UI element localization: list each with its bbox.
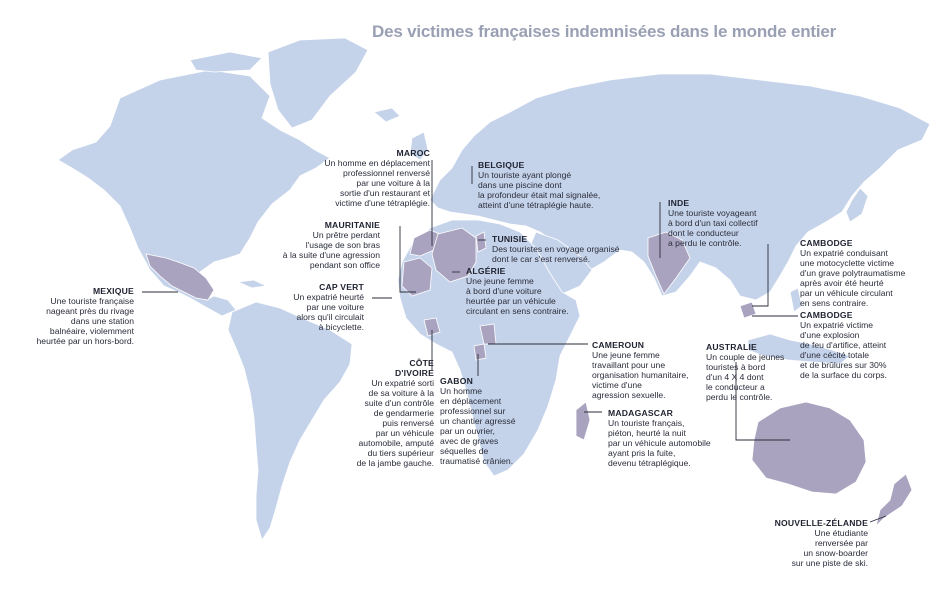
callout-capvert: CAP VERT Un expatrié heurté par une voit… [254, 282, 364, 332]
callout-mexique-country: MEXIQUE [92, 286, 134, 296]
callout-madagascar-country: MADAGASCAR [608, 408, 674, 418]
callout-algerie: ALGÉRIE Une jeune femme à bord d'une voi… [466, 266, 606, 316]
callout-algerie-country: ALGÉRIE [466, 266, 506, 276]
callout-maroc: MAROC Un homme en déplacement profession… [270, 148, 430, 208]
callout-mexique-text: Une touriste française nageant près du r… [36, 296, 134, 346]
callout-belgique: BELGIQUE Un touriste ayant plongé dans u… [478, 160, 648, 210]
callout-australie: AUSTRALIE Un couple de jeunes touristes … [706, 342, 806, 402]
land-caribbean [236, 279, 268, 289]
callout-cambodge-2-country: CAMBODGE [800, 310, 853, 320]
callout-gabon: GABON Un homme en déplacement profession… [440, 376, 540, 466]
highlight-gabon [473, 343, 487, 361]
callout-mauritanie-country: MAURITANIE [324, 220, 380, 230]
callout-cote-divoire: CÔTE D'IVOIRE Un expatrié sorti de sa vo… [314, 358, 434, 468]
callout-cambodge-2-text: Un expatrié victime d'une explosion de f… [800, 320, 887, 380]
callout-algerie-text: Une jeune femme à bord d'une voiture heu… [466, 276, 569, 316]
highlight-madagascar [575, 401, 591, 441]
highlight-mauritania [401, 257, 433, 297]
callout-capvert-text: Un expatrié heurté par une voiture alors… [293, 292, 364, 332]
callout-australie-country: AUSTRALIE [706, 342, 757, 352]
highlighted-countries [145, 227, 913, 528]
callout-nouvelle-zelande-country: NOUVELLE-ZÉLANDE [774, 518, 868, 528]
callout-mexique: MEXIQUE Une touriste française nageant p… [0, 286, 134, 346]
callout-belgique-text: Un touriste ayant plongé dans une piscin… [478, 170, 601, 210]
callout-cambodge-1-text: Un expatrié conduisant une motocyclette … [800, 248, 906, 308]
land-south-america [227, 301, 353, 541]
callout-nouvelle-zelande: NOUVELLE-ZÉLANDE Une étudiante renversée… [738, 518, 868, 568]
callout-inde-country: INDE [668, 198, 690, 208]
highlight-mexico [145, 253, 215, 301]
callout-tunisie: TUNISIE Des touristes en voyage organisé… [492, 234, 642, 264]
highlight-india [647, 231, 691, 295]
callout-mauritanie: MAURITANIE Un prêtre perdant l'usage de … [240, 220, 380, 270]
callout-maroc-country: MAROC [396, 148, 430, 158]
callout-madagascar-text: Un touriste français, piéton, heurté la … [608, 418, 711, 468]
land-arctic-islands [189, 51, 263, 73]
callout-gabon-country: GABON [440, 376, 473, 386]
callout-cameroun-text: Une jeune femme travaillant pour une org… [592, 350, 689, 400]
callout-cote-divoire-text: Un expatrié sorti de sa voiture à la sui… [356, 378, 434, 468]
highlight-new-zealand [875, 473, 913, 528]
callout-tunisie-text: Des touristes en voyage organisé dont le… [492, 244, 620, 264]
callout-cambodge-2: CAMBODGE Un expatrié victime d'une explo… [800, 310, 940, 380]
callout-belgique-country: BELGIQUE [478, 160, 525, 170]
leader-lines [142, 160, 887, 523]
callout-cameroun-country: CAMEROUN [592, 340, 645, 350]
callout-nouvelle-zelande-text: Une étudiante renversée par un snow-boar… [791, 528, 868, 568]
land-greenland [267, 37, 369, 129]
land-philippines [789, 287, 803, 313]
land-iceland [373, 107, 401, 123]
callout-mauritanie-text: Un prêtre perdant l'usage de son bras à … [282, 230, 380, 270]
land-masses [57, 37, 931, 541]
callout-cote-divoire-country: CÔTE D'IVOIRE [395, 358, 434, 378]
callout-cambodge-1: CAMBODGE Un expatrié conduisant une moto… [800, 238, 940, 308]
leader-cambodge1 [752, 244, 769, 307]
map-title: Des victimes françaises indemnisées dans… [372, 22, 837, 41]
callout-australie-text: Un couple de jeunes touristes à bord d'u… [706, 352, 785, 402]
callout-maroc-text: Un homme en déplacement professionnel re… [324, 158, 430, 208]
highlight-cote-divoire [423, 317, 441, 337]
callout-cameroun: CAMEROUN Une jeune femme travaillant pou… [592, 340, 722, 400]
land-japan [845, 187, 869, 223]
highlight-algeria [431, 227, 477, 283]
highlight-tunisia [475, 231, 487, 253]
callout-inde-text: Une touriste voyageant à bord d'un taxi … [668, 208, 758, 248]
land-uk [409, 131, 429, 161]
callout-inde: INDE Une touriste voyageant à bord d'un … [668, 198, 788, 248]
callout-gabon-text: Un homme en déplacement professionnel su… [440, 386, 516, 466]
leader-mauritanie [399, 226, 416, 293]
callout-capvert-country: CAP VERT [319, 282, 364, 292]
leader-nz [869, 515, 887, 523]
callout-tunisie-country: TUNISIE [492, 234, 528, 244]
callout-madagascar: MADAGASCAR Un touriste français, piéton,… [608, 408, 738, 468]
leader-australie [735, 362, 790, 441]
highlight-australia [751, 401, 867, 495]
callout-cambodge-1-country: CAMBODGE [800, 238, 853, 248]
land-africa [397, 219, 581, 477]
land-indonesia [747, 333, 851, 365]
